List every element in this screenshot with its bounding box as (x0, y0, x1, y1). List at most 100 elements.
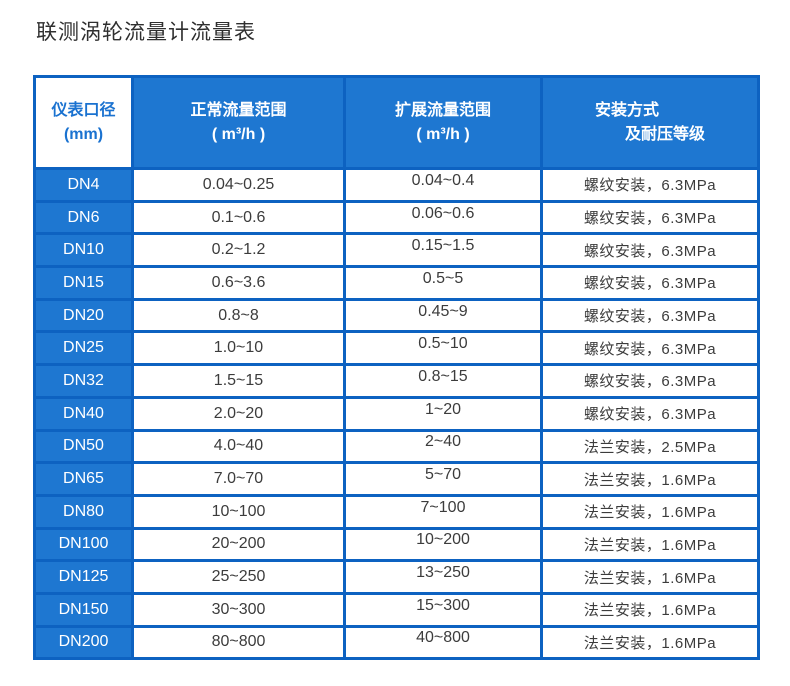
extended-flow-value: 10~200 (416, 531, 470, 549)
header-normal-flow-range-text: 正常流量范围 ( m³/h ) (190, 99, 286, 147)
table-row: DN80 10~100 7~100 法兰安装，1.6MPa (33, 493, 760, 530)
cell-extended-flow-range: 5~70 (343, 461, 543, 497)
header-line: ( m³/h ) (211, 125, 266, 143)
header-extended-flow-range-text: 扩展流量范围 ( m³/h ) (395, 99, 491, 147)
header-extended-flow-range: 扩展流量范围 ( m³/h ) (343, 75, 543, 170)
cell-extended-flow-range: 10~200 (343, 526, 543, 563)
extended-flow-value: 7~100 (420, 498, 466, 516)
cell-installation-pressure: 螺纹安装，6.3MPa (540, 395, 760, 432)
cell-installation-pressure: 螺纹安装，6.3MPa (540, 199, 760, 236)
extended-flow-value: 0.06~0.6 (411, 204, 475, 222)
extended-flow-value: 40~800 (416, 629, 470, 647)
cell-meter-diameter: DN6 (33, 199, 134, 236)
table-row: DN4 0.04~0.25 0.04~0.4 螺纹安装，6.3MPa (33, 167, 760, 203)
header-line: 安装方式 (594, 101, 659, 119)
cell-installation-pressure: 螺纹安装，6.3MPa (540, 265, 760, 301)
cell-meter-diameter: DN65 (33, 461, 134, 497)
extended-flow-value: 2~40 (424, 433, 462, 451)
extended-flow-value: 13~250 (416, 564, 470, 582)
table-row: DN6 0.1~0.6 0.06~0.6 螺纹安装，6.3MPa (33, 199, 760, 236)
cell-installation-pressure: 法兰安装，1.6MPa (540, 559, 760, 595)
table-row: DN150 30~300 15~300 法兰安装，1.6MPa (33, 591, 760, 628)
cell-extended-flow-range: 0.04~0.4 (343, 167, 543, 203)
cell-normal-flow-range: 0.1~0.6 (131, 199, 346, 236)
table-row: DN10 0.2~1.2 0.15~1.5 螺纹安装，6.3MPa (33, 232, 760, 269)
cell-installation-pressure: 螺纹安装，6.3MPa (540, 167, 760, 203)
extended-flow-value: 15~300 (416, 596, 470, 614)
cell-extended-flow-range: 7~100 (343, 493, 543, 530)
cell-normal-flow-range: 30~300 (131, 591, 346, 628)
cell-extended-flow-range: 2~40 (343, 428, 543, 465)
header-line: ( m³/h ) (416, 125, 470, 143)
cell-meter-diameter: DN25 (33, 330, 134, 367)
cell-normal-flow-range: 0.2~1.2 (131, 232, 346, 269)
extended-flow-value: 0.8~15 (418, 367, 468, 385)
extended-flow-value: 0.15~1.5 (411, 237, 475, 255)
cell-meter-diameter: DN150 (33, 591, 134, 628)
header-row: 仪表口径 (mm) 正常流量范围 ( m³/h ) 扩展流量范围 ( m³/h … (33, 75, 760, 170)
cell-installation-pressure: 法兰安装，1.6MPa (540, 624, 760, 661)
table-row: DN100 20~200 10~200 法兰安装，1.6MPa (33, 526, 760, 563)
cell-installation-pressure: 法兰安装，1.6MPa (540, 461, 760, 497)
cell-extended-flow-range: 40~800 (343, 624, 543, 661)
cell-normal-flow-range: 10~100 (131, 493, 346, 530)
cell-meter-diameter: DN50 (33, 428, 134, 465)
cell-normal-flow-range: 7.0~70 (131, 461, 346, 497)
cell-meter-diameter: DN15 (33, 265, 134, 301)
cell-meter-diameter: DN40 (33, 395, 134, 432)
cell-installation-pressure: 螺纹安装，6.3MPa (540, 363, 760, 399)
table-row: DN40 2.0~20 1~20 螺纹安装，6.3MPa (33, 395, 760, 432)
table-row: DN50 4.0~40 2~40 法兰安装，2.5MPa (33, 428, 760, 465)
table-row: DN200 80~800 40~800 法兰安装，1.6MPa (33, 624, 760, 661)
extended-flow-value: 1~20 (424, 400, 462, 418)
table-body: DN4 0.04~0.25 0.04~0.4 螺纹安装，6.3MPa DN6 0… (33, 167, 760, 661)
cell-extended-flow-range: 1~20 (343, 395, 543, 432)
header-installation-pressure: 安装方式 及耐压等级 (540, 75, 760, 170)
cell-normal-flow-range: 20~200 (131, 526, 346, 563)
header-meter-diameter: 仪表口径 (mm) (33, 75, 134, 170)
extended-flow-value: 0.5~10 (418, 335, 468, 353)
cell-extended-flow-range: 0.15~1.5 (343, 232, 543, 269)
extended-flow-value: 5~70 (424, 466, 462, 484)
table-row: DN25 1.0~10 0.5~10 螺纹安装，6.3MPa (33, 330, 760, 367)
cell-meter-diameter: DN4 (33, 167, 134, 203)
cell-meter-diameter: DN20 (33, 297, 134, 334)
cell-extended-flow-range: 13~250 (343, 559, 543, 595)
cell-meter-diameter: DN125 (33, 559, 134, 595)
header-installation-pressure-text: 安装方式 及耐压等级 (595, 99, 705, 147)
extended-flow-value: 0.5~5 (422, 269, 464, 287)
cell-normal-flow-range: 0.04~0.25 (131, 167, 346, 203)
cell-installation-pressure: 法兰安装，2.5MPa (540, 428, 760, 465)
cell-extended-flow-range: 0.5~5 (343, 265, 543, 301)
cell-installation-pressure: 螺纹安装，6.3MPa (540, 297, 760, 334)
header-line: 及耐压等级 (624, 125, 705, 143)
cell-normal-flow-range: 4.0~40 (131, 428, 346, 465)
cell-extended-flow-range: 0.8~15 (343, 363, 543, 399)
cell-extended-flow-range: 0.5~10 (343, 330, 543, 367)
header-line: 仪表口径 (51, 101, 116, 119)
cell-normal-flow-range: 0.8~8 (131, 297, 346, 334)
header-line: 正常流量范围 (190, 101, 287, 119)
cell-normal-flow-range: 0.6~3.6 (131, 265, 346, 301)
page-title: 联测涡轮流量计流量表 (36, 21, 256, 44)
cell-installation-pressure: 法兰安装，1.6MPa (540, 526, 760, 563)
cell-meter-diameter: DN10 (33, 232, 134, 269)
cell-normal-flow-range: 25~250 (131, 559, 346, 595)
table-row: DN32 1.5~15 0.8~15 螺纹安装，6.3MPa (33, 363, 760, 399)
cell-meter-diameter: DN200 (33, 624, 134, 661)
cell-meter-diameter: DN32 (33, 363, 134, 399)
cell-installation-pressure: 法兰安装，1.6MPa (540, 591, 760, 628)
cell-normal-flow-range: 80~800 (131, 624, 346, 661)
cell-installation-pressure: 螺纹安装，6.3MPa (540, 330, 760, 367)
cell-meter-diameter: DN80 (33, 493, 134, 530)
flow-rate-table: 仪表口径 (mm) 正常流量范围 ( m³/h ) 扩展流量范围 ( m³/h … (33, 75, 760, 661)
header-meter-diameter-text: 仪表口径 (mm) (51, 99, 115, 147)
extended-flow-value: 0.45~9 (418, 302, 468, 320)
cell-normal-flow-range: 2.0~20 (131, 395, 346, 432)
cell-extended-flow-range: 0.45~9 (343, 297, 543, 334)
table-row: DN65 7.0~70 5~70 法兰安装，1.6MPa (33, 461, 760, 497)
table-row: DN15 0.6~3.6 0.5~5 螺纹安装，6.3MPa (33, 265, 760, 301)
header-line: (mm) (63, 125, 104, 143)
cell-extended-flow-range: 0.06~0.6 (343, 199, 543, 236)
